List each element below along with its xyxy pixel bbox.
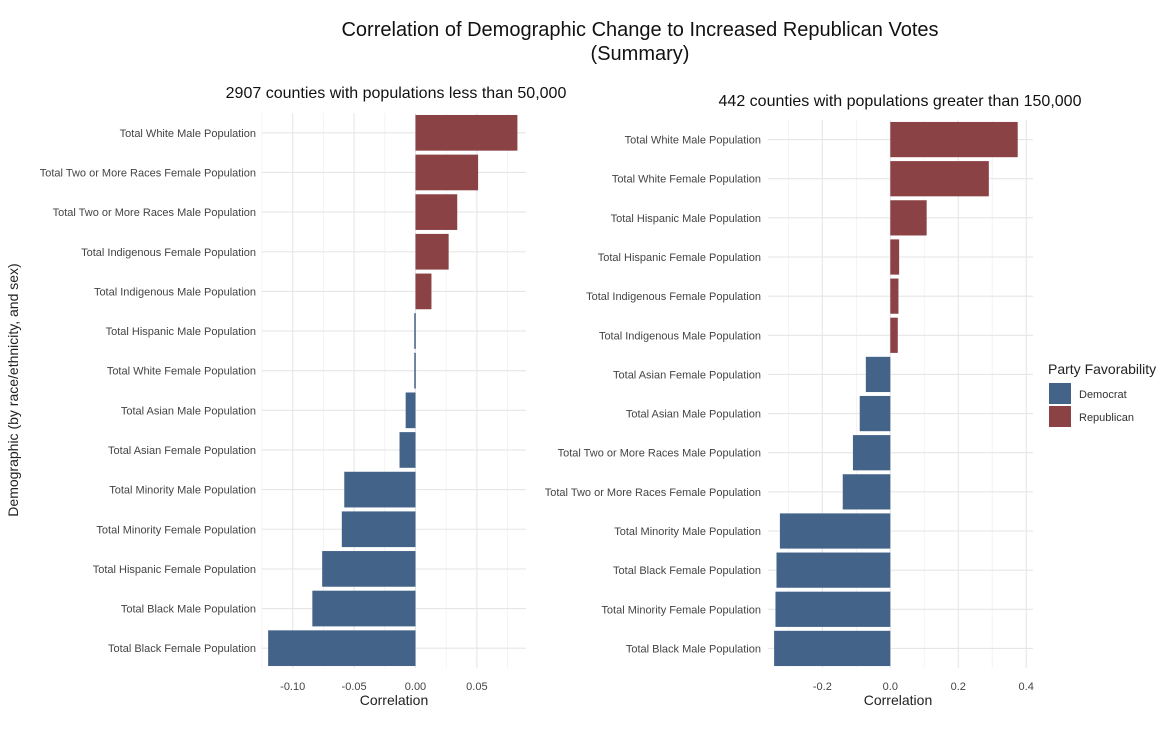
category-label: Total Black Female Population [108, 643, 256, 655]
chart-title-line2: (Summary) [591, 43, 690, 65]
bar-total-black-male-population [312, 590, 416, 627]
category-label: Total Two or More Races Female Populatio… [545, 487, 761, 499]
panel-title: 2907 counties with populations less than… [226, 85, 567, 102]
bar-total-asian-male-population [859, 395, 891, 432]
bar-total-hispanic-male-population [890, 200, 927, 236]
legend-label-democrat: Democrat [1079, 389, 1127, 401]
chart-title-line1: Correlation of Demographic Change to Inc… [341, 19, 938, 41]
bar-total-black-female-population [776, 552, 891, 588]
bar-total-hispanic-female-population [890, 239, 900, 275]
category-label: Total White Male Population [625, 135, 761, 147]
x-axis-title: Correlation [360, 692, 428, 708]
legend-swatch-democrat [1049, 383, 1071, 404]
category-label: Total Black Male Population [121, 604, 256, 616]
legend-title: Party Favorability [1048, 361, 1156, 377]
category-label: Total Asian Female Population [613, 369, 761, 381]
x-axis-title: Correlation [864, 692, 932, 708]
category-label: Total White Female Population [107, 366, 256, 378]
bar-total-indigenous-male-population [890, 317, 898, 353]
bar-total-minority-female-population [341, 511, 416, 548]
x-tick-label: 0.0 [883, 681, 898, 693]
bar-total-minority-male-population [344, 471, 416, 508]
category-label: Total Indigenous Female Population [586, 291, 761, 303]
category-label: Total Minority Female Population [601, 604, 761, 616]
legend-swatch-republican [1049, 406, 1071, 427]
category-label: Total Hispanic Female Population [93, 564, 256, 576]
category-label: Total Indigenous Female Population [81, 247, 256, 259]
bar-total-indigenous-female-population [415, 233, 449, 270]
x-tick-label: 0.05 [466, 681, 487, 693]
x-tick-label: -0.2 [813, 681, 832, 693]
category-label: Total Minority Female Population [96, 524, 256, 536]
x-tick-label: 0.00 [405, 681, 426, 693]
bar-total-minority-female-population [775, 591, 891, 627]
bar-total-indigenous-female-population [890, 278, 899, 314]
bar-total-hispanic-male-population [414, 313, 416, 349]
right-panel: Total White Male Population Total White F… [545, 93, 1082, 708]
bar-total-minority-male-population [779, 513, 891, 549]
bar-total-white-male-population [415, 114, 518, 151]
category-label: Total Hispanic Female Population [598, 252, 761, 264]
bar-total-black-male-population [774, 630, 891, 667]
bar-total-asian-male-population [405, 392, 416, 429]
x-tick-label: 0.2 [951, 681, 966, 693]
bar-total-two-or-more-races-male-population [415, 194, 458, 230]
x-tick-label: -0.05 [342, 681, 367, 693]
legend: Party Favorability Democrat Republican [1048, 361, 1156, 427]
category-label: Total Two or More Races Male Population [558, 448, 761, 460]
category-label: Total Minority Male Population [109, 485, 256, 497]
panel-title: 442 counties with populations greater th… [719, 93, 1082, 110]
category-label: Total Hispanic Male Population [611, 213, 761, 225]
category-label: Total Two or More Races Female Populatio… [40, 167, 256, 179]
bar-total-black-female-population [268, 630, 416, 667]
y-axis-title: Demographic (by race/ethnicity, and sex) [5, 263, 21, 516]
bar-total-hispanic-female-population [322, 551, 416, 587]
bar-total-two-or-more-races-female-population [415, 154, 479, 191]
bar-total-two-or-more-races-female-population [842, 474, 891, 510]
bar-total-white-female-population [414, 352, 416, 389]
bar-total-white-male-population [890, 121, 1018, 158]
category-label: Total Indigenous Male Population [94, 286, 256, 298]
category-label: Total Black Female Population [613, 565, 761, 577]
category-label: Total Two or More Races Male Population [53, 207, 256, 219]
category-label: Total Asian Female Population [108, 445, 256, 457]
x-tick-label: -0.10 [280, 681, 305, 693]
bar-total-asian-female-population [399, 432, 416, 468]
category-label: Total White Male Population [120, 128, 256, 140]
left-panel: Total White Male Population Total Two or … [40, 85, 567, 708]
bar-total-two-or-more-races-male-population [852, 435, 891, 471]
legend-label-republican: Republican [1079, 412, 1134, 424]
x-tick-label: 0.4 [1019, 681, 1034, 693]
category-label: Total Black Male Population [626, 643, 761, 655]
bar-total-asian-female-population [865, 356, 891, 393]
bar-total-white-female-population [890, 161, 989, 197]
category-label: Total White Female Population [612, 174, 761, 186]
category-label: Total Asian Male Population [626, 409, 761, 421]
category-label: Total Minority Male Population [614, 526, 761, 538]
bar-total-indigenous-male-population [415, 273, 432, 310]
category-label: Total Hispanic Male Population [106, 326, 256, 338]
category-label: Total Asian Male Population [121, 405, 256, 417]
category-label: Total Indigenous Male Population [599, 330, 761, 342]
